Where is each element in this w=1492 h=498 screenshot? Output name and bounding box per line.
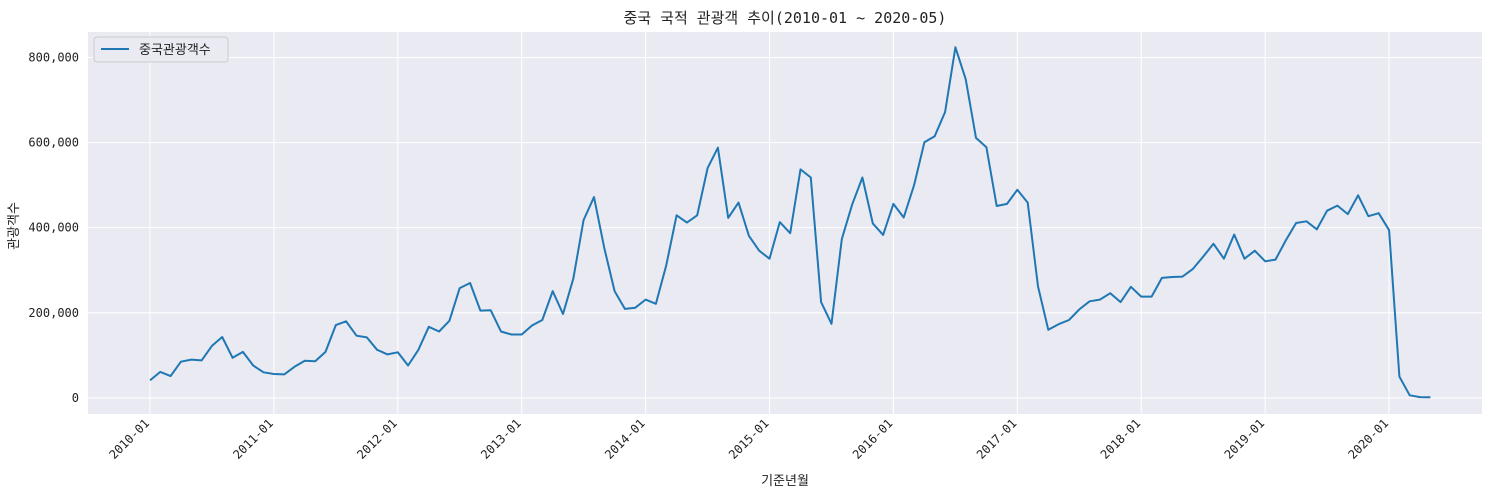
- x-axis: 2010-01 2011-01 2012-01 2013-01 2014-01 2015-…: [106, 416, 1391, 462]
- x-tick-label: 2016-01: [850, 416, 896, 462]
- x-tick-label: 2015-01: [726, 416, 772, 462]
- x-tick-label: 2010-01: [106, 416, 152, 462]
- x-tick-label: 2012-01: [354, 416, 400, 462]
- x-tick-label: 2014-01: [602, 416, 648, 462]
- legend-box: [93, 36, 229, 63]
- y-axis-label: 관광객수: [7, 202, 22, 250]
- y-axis: 0 200,000 400,000 600,000 800,000: [28, 51, 79, 405]
- gridlines: [88, 32, 1482, 414]
- legend-label: 중국관광객수: [139, 43, 211, 58]
- x-tick-label: 2019-01: [1222, 416, 1268, 462]
- plot-area: [88, 32, 1482, 414]
- y-tick-label: 400,000: [28, 221, 79, 235]
- y-tick-label: 600,000: [28, 136, 79, 150]
- x-tick-label: 2013-01: [478, 416, 524, 462]
- x-tick-label: 2018-01: [1098, 416, 1144, 462]
- y-tick-label: 200,000: [28, 306, 79, 320]
- y-tick-label: 800,000: [28, 51, 79, 65]
- x-axis-label: 기준년월: [761, 474, 809, 489]
- x-tick-label: 2011-01: [230, 416, 276, 462]
- x-tick-label: 2017-01: [974, 416, 1020, 462]
- y-tick-label: 0: [72, 391, 79, 405]
- series-group: [149, 46, 1431, 399]
- series-line-0: [149, 46, 1431, 399]
- x-tick-label: 2020-01: [1346, 416, 1392, 462]
- legend: 중국관광객수: [93, 36, 229, 63]
- chart-title: 중국 국적 관광객 추이(2010-01 ~ 2020-05): [624, 9, 947, 27]
